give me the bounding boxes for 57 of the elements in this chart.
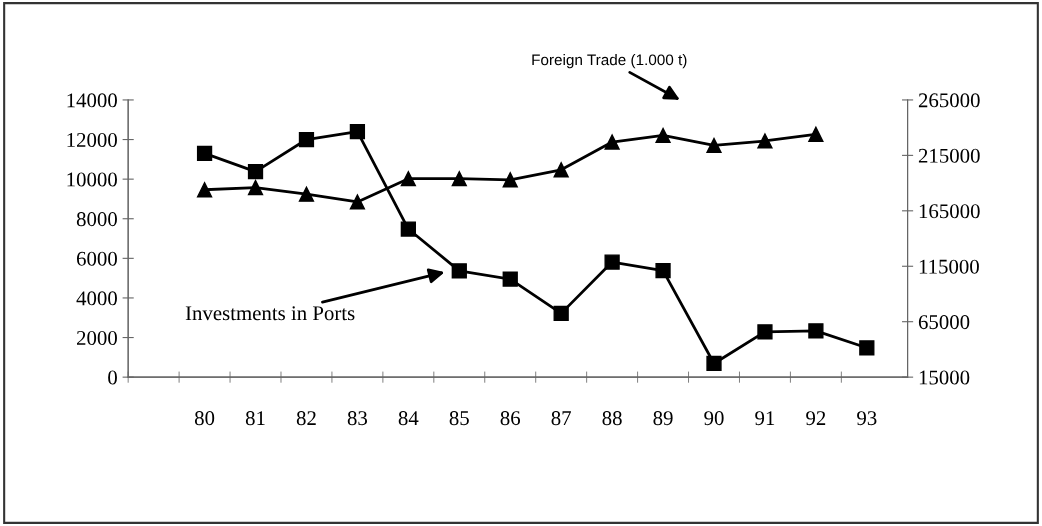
x-tick-label: 84 (398, 411, 419, 426)
y2-tick-label: 165000 (919, 204, 980, 219)
x-tick-label: 90 (704, 411, 724, 426)
point (400, 221, 416, 237)
point (757, 324, 773, 340)
point (298, 186, 315, 202)
point (808, 323, 824, 339)
point (298, 131, 315, 148)
y-tick-label: 10000 (67, 172, 117, 187)
point (247, 163, 264, 180)
y2-tick-label: 65000 (918, 315, 970, 330)
point (706, 355, 722, 372)
x-tick-label: 88 (602, 411, 622, 426)
x-tick-label: 91 (755, 411, 775, 426)
x-tick-label: 82 (296, 411, 316, 426)
y2-tick-label: 265000 (918, 93, 980, 108)
y2-tick-label: 15000 (919, 370, 970, 385)
point (502, 271, 518, 287)
y-tick-label: 6000 (76, 251, 117, 266)
point (196, 145, 213, 162)
y2-tick-label: 115000 (919, 259, 979, 274)
point (808, 126, 824, 142)
point (400, 171, 416, 187)
point (196, 182, 213, 198)
point (655, 262, 671, 279)
x-tick-label: 86 (500, 411, 521, 426)
y-tick-label: 14000 (67, 93, 117, 108)
x-tick-label: 81 (245, 411, 265, 426)
text: Foreign Trade (1.000 t) (532, 54, 687, 69)
x-tick-label: 89 (653, 411, 673, 426)
point (451, 171, 467, 187)
x-tick-label: 92 (806, 411, 826, 426)
y-tick-label: 2000 (77, 330, 117, 345)
y2-tick-label: 215000 (918, 148, 980, 163)
point (706, 137, 722, 154)
annotation: Investments in Ports (185, 306, 355, 321)
point (247, 179, 264, 196)
x-tick-label: 83 (347, 411, 368, 426)
point (349, 194, 366, 210)
point (451, 263, 467, 279)
point (349, 123, 366, 140)
x-tick-label: 87 (551, 411, 571, 426)
point (859, 340, 875, 356)
point (655, 127, 671, 144)
point (502, 172, 518, 188)
point (604, 134, 620, 150)
x-tick-label: 93 (857, 411, 877, 426)
point (604, 254, 620, 270)
x-tick-label: 80 (194, 411, 215, 426)
y-tick-label: 12000 (67, 132, 117, 147)
y-tick-label: 4000 (76, 291, 117, 306)
point (757, 133, 773, 149)
y-tick-label: 0 (108, 370, 117, 385)
y-tick-label: 8000 (76, 212, 117, 227)
point (553, 162, 569, 178)
point (553, 305, 569, 322)
x-tick-label: 85 (449, 411, 469, 426)
